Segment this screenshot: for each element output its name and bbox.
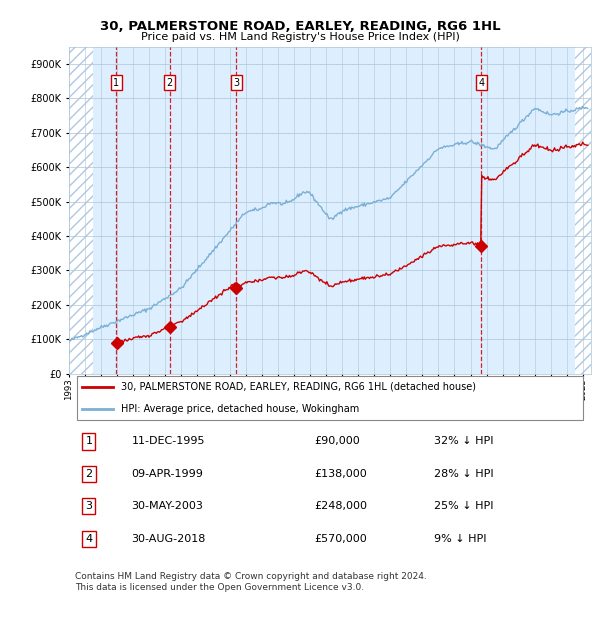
- Text: 9% ↓ HPI: 9% ↓ HPI: [434, 534, 487, 544]
- Text: 25% ↓ HPI: 25% ↓ HPI: [434, 502, 494, 512]
- Text: Price paid vs. HM Land Registry's House Price Index (HPI): Price paid vs. HM Land Registry's House …: [140, 32, 460, 42]
- Text: £138,000: £138,000: [314, 469, 367, 479]
- Text: 4: 4: [478, 78, 484, 87]
- Text: 2: 2: [167, 78, 173, 87]
- Text: £248,000: £248,000: [314, 502, 367, 512]
- Text: HPI: Average price, detached house, Wokingham: HPI: Average price, detached house, Woki…: [121, 404, 359, 414]
- Text: 4: 4: [85, 534, 92, 544]
- Text: 09-APR-1999: 09-APR-1999: [131, 469, 203, 479]
- Text: 30-MAY-2003: 30-MAY-2003: [131, 502, 203, 512]
- Text: 30, PALMERSTONE ROAD, EARLEY, READING, RG6 1HL: 30, PALMERSTONE ROAD, EARLEY, READING, R…: [100, 20, 500, 33]
- Text: 28% ↓ HPI: 28% ↓ HPI: [434, 469, 494, 479]
- Text: 32% ↓ HPI: 32% ↓ HPI: [434, 436, 494, 446]
- Bar: [69, 46, 93, 374]
- Text: 1: 1: [85, 436, 92, 446]
- Text: £570,000: £570,000: [314, 534, 367, 544]
- Text: 3: 3: [233, 78, 239, 87]
- Text: 11-DEC-1995: 11-DEC-1995: [131, 436, 205, 446]
- FancyBboxPatch shape: [77, 376, 583, 420]
- Text: 30, PALMERSTONE ROAD, EARLEY, READING, RG6 1HL (detached house): 30, PALMERSTONE ROAD, EARLEY, READING, R…: [121, 382, 476, 392]
- Text: 1: 1: [113, 78, 119, 87]
- Text: 3: 3: [85, 502, 92, 512]
- Bar: [575, 46, 591, 374]
- Text: £90,000: £90,000: [314, 436, 360, 446]
- Text: 2: 2: [85, 469, 92, 479]
- Text: Contains HM Land Registry data © Crown copyright and database right 2024.
This d: Contains HM Land Registry data © Crown c…: [75, 572, 427, 591]
- Text: 30-AUG-2018: 30-AUG-2018: [131, 534, 206, 544]
